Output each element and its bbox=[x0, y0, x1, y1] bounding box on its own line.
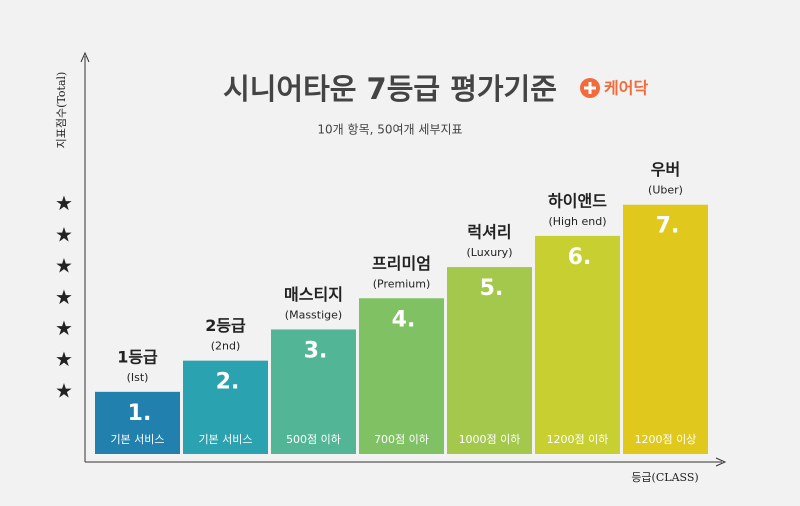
category-sublabel: (Masstige) bbox=[285, 308, 342, 321]
category-label: 2등급 bbox=[205, 316, 246, 335]
y-tick-label: ★ bbox=[55, 191, 73, 215]
y-axis-label: 지표점수(Total) bbox=[55, 72, 68, 149]
bar bbox=[359, 298, 444, 454]
bar-number: 7. bbox=[656, 214, 680, 239]
logo-plus bbox=[584, 82, 596, 94]
bar-number: 1. bbox=[128, 401, 152, 426]
category-label: 프리미엄 bbox=[372, 254, 431, 273]
y-axis-arrow bbox=[80, 51, 90, 63]
category-sublabel: (Luxury) bbox=[466, 246, 512, 259]
bar-number: 2. bbox=[216, 370, 240, 395]
bar-bottom-label: 500점 이하 bbox=[286, 432, 341, 446]
bar-number: 5. bbox=[480, 276, 504, 301]
bar bbox=[623, 204, 708, 454]
bar bbox=[271, 329, 356, 454]
logo-text: 케어닥 bbox=[604, 79, 648, 98]
y-tick-label: ★ bbox=[55, 222, 73, 246]
bar-bottom-label: 1000점 이하 bbox=[459, 432, 521, 446]
subtitle: 10개 항목, 50여개 세부지표 bbox=[317, 123, 462, 137]
x-axis-label: 등급(CLASS) bbox=[631, 471, 698, 484]
bar-number: 3. bbox=[304, 338, 328, 363]
category-sublabel: (Premium) bbox=[373, 277, 431, 290]
y-tick-label: ★ bbox=[55, 347, 73, 371]
category-sublabel: (Uber) bbox=[648, 184, 683, 197]
y-tick-label: ★ bbox=[55, 316, 73, 340]
category-label: 1등급 bbox=[117, 347, 158, 366]
y-tick-label: ★ bbox=[55, 285, 73, 309]
bar-bottom-label: 1200점 이상 bbox=[635, 433, 697, 446]
bar bbox=[447, 267, 532, 454]
x-axis-arrow bbox=[715, 457, 727, 467]
bar-bottom-label: 기본 서비스 bbox=[198, 433, 252, 446]
category-label: 하이앤드 bbox=[548, 191, 607, 210]
y-tick-label: ★ bbox=[55, 254, 73, 278]
category-label: 럭셔리 bbox=[467, 223, 511, 242]
bar bbox=[95, 391, 180, 454]
chart-title: 시니어타운 7등급 평가기준 bbox=[223, 72, 557, 106]
category-label: 우버 bbox=[651, 160, 680, 179]
category-label: 매스티지 bbox=[284, 285, 343, 304]
category-sublabel: (Ist) bbox=[127, 371, 149, 384]
bar-bottom-label: 700점 이하 bbox=[374, 432, 429, 446]
bar bbox=[535, 235, 620, 454]
bar bbox=[183, 360, 268, 454]
bar-number: 4. bbox=[392, 307, 416, 332]
category-sublabel: (High end) bbox=[548, 215, 606, 228]
y-tick-label: ★ bbox=[55, 378, 73, 402]
bar-bottom-label: 1200점 이하 bbox=[547, 432, 609, 446]
bar-number: 6. bbox=[568, 245, 592, 270]
bar-bottom-label: 기본 서비스 bbox=[110, 433, 164, 446]
category-sublabel: (2nd) bbox=[211, 340, 241, 353]
